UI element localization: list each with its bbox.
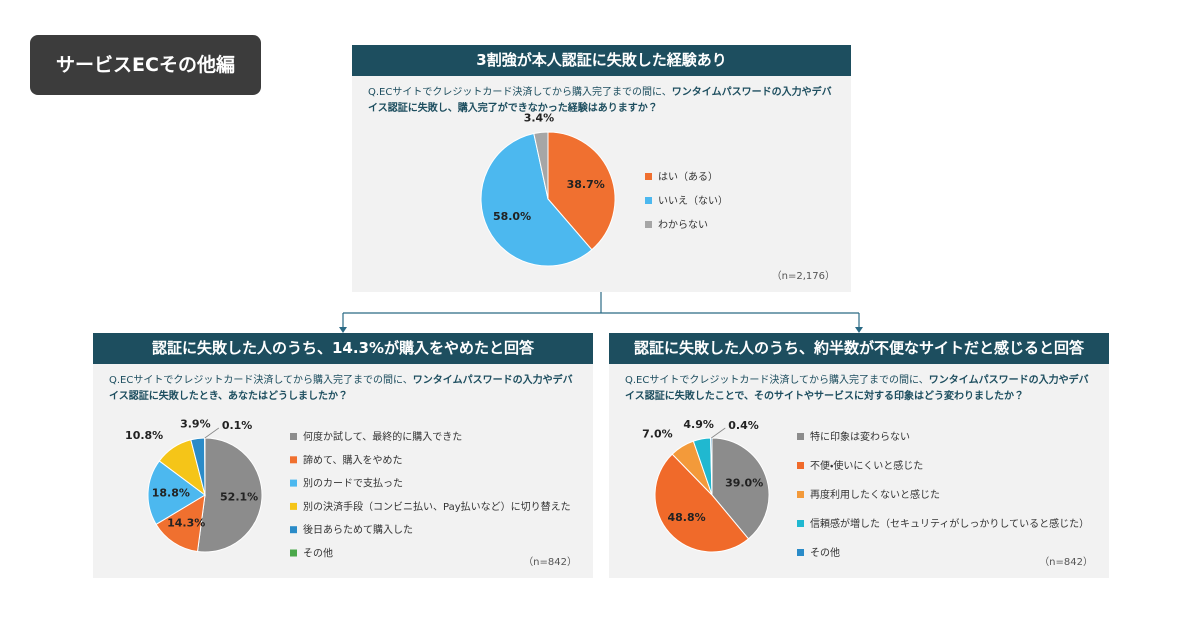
legend-label: 何度か試して、最終的に購入できた <box>303 430 462 443</box>
value-label: 3.4% <box>524 111 555 124</box>
legend-swatch <box>290 433 297 440</box>
legend-swatch <box>797 462 804 469</box>
legend-swatch <box>290 456 297 464</box>
badge: サービスECその他編 <box>30 35 261 95</box>
legend-swatch <box>797 433 804 440</box>
pie-slice <box>711 437 770 540</box>
value-label: 58.0% <box>493 210 531 223</box>
legend-swatch <box>797 491 804 498</box>
connector <box>339 292 863 333</box>
legend-swatch <box>290 549 297 557</box>
pie-slice <box>533 131 549 200</box>
pie-slice <box>547 131 616 251</box>
sample-size: （n=842） <box>1039 557 1093 568</box>
pie-chart: 52.1% 何度か試して、最終的に購入できた 14.3% 諦めて、購入をやめた 18.8… <box>125 418 571 560</box>
value-label: 4.9% <box>683 418 714 431</box>
value-label: 39.0% <box>725 476 763 489</box>
leader-line <box>711 427 726 439</box>
pie-slice <box>196 437 263 553</box>
legend-swatch <box>290 526 297 534</box>
panel-title: 認証に失敗した人のうち、約半数が不便なサイトだと感じると回答 <box>609 333 1109 364</box>
legend-label: 後日あらためて購入した <box>303 523 413 536</box>
value-label: 38.7% <box>567 178 605 191</box>
question-emphasis: ワンタイムパスワードの入力やデバイス認証に失敗し、購入完了ができなかった経験はあ… <box>368 87 832 114</box>
legend-swatch <box>645 173 652 180</box>
panel: 39.0% 特に印象は変わらない 48.8% 不便・使いにくいと感じた 7.0% 再度利用… <box>609 333 1109 578</box>
legend-swatch <box>645 197 652 204</box>
legend-swatch <box>290 502 297 510</box>
legend-swatch <box>797 549 804 556</box>
legend-swatch <box>797 520 804 527</box>
panel: 52.1% 何度か試して、最終的に購入できた 14.3% 諦めて、購入をやめた 18.8… <box>93 333 593 578</box>
legend-label: 諦めて、購入をやめた <box>303 453 403 466</box>
question-text: Q.ECサイトでクレジットカード決済してから購入完了までの間に、 <box>368 87 672 98</box>
sample-size: （n=2,176） <box>771 271 835 282</box>
pie-slice <box>147 460 206 526</box>
legend-label: 別のカードで支払った <box>303 477 403 490</box>
pie-chart: 38.7% はい（ある） 58.0% いいえ（ない） 3.4% わからない <box>480 111 728 267</box>
legend-label: 信頼感が増した（セキュリティがしっかりしていると感じた） <box>810 517 1089 530</box>
legend-label: 別の決済手段（コンビニ払い、Pay払いなど）に切り替えた <box>303 500 571 513</box>
question: Q.ECサイトでクレジットカード決済してから購入完了までの間に、ワンタイムパスワ… <box>625 373 1093 405</box>
value-label: 48.8% <box>667 511 705 524</box>
legend-label: 不便・使いにくいと感じた <box>810 459 923 472</box>
value-label: 18.8% <box>152 486 190 499</box>
panel: 38.7% はい（ある） 58.0% いいえ（ない） 3.4% わからない 3割強が本人認… <box>352 45 851 292</box>
value-label: 0.1% <box>222 419 253 432</box>
question-text: Q.ECサイトでクレジットカード決済してから購入完了までの間に、 <box>109 375 413 386</box>
legend-swatch <box>290 479 297 487</box>
question-text: Q.ECサイトでクレジットカード決済してから購入完了までの間に、 <box>625 375 929 386</box>
leader-line <box>204 427 220 439</box>
value-label: 10.8% <box>125 429 163 442</box>
legend-label: 再度利用したくないと感じた <box>810 488 940 501</box>
legend-label: はい（ある） <box>658 171 718 183</box>
legend-swatch <box>645 221 652 228</box>
question-emphasis: ワンタイムパスワードの入力やデバイス認証に失敗したことで、そのサイトやサービスに… <box>625 375 1089 402</box>
value-label: 0.4% <box>728 419 759 432</box>
value-label: 7.0% <box>642 428 673 441</box>
value-label: 14.3% <box>167 517 205 530</box>
legend-label: 特に印象は変わらない <box>810 430 910 443</box>
pie-slice <box>654 453 750 553</box>
legend-label: その他 <box>810 546 840 559</box>
panel-title: 3割強が本人認証に失敗した経験あり <box>352 45 851 76</box>
sample-size: （n=842） <box>523 557 577 568</box>
panel-title: 認証に失敗した人のうち、14.3%が購入をやめたと回答 <box>93 333 593 364</box>
legend-label: その他 <box>303 547 333 560</box>
value-label: 3.9% <box>180 418 211 431</box>
value-label: 52.1% <box>220 490 258 503</box>
legend-label: いいえ（ない） <box>658 195 728 207</box>
pie-slice <box>480 132 593 267</box>
question: Q.ECサイトでクレジットカード決済してから購入完了までの間に、ワンタイムパスワ… <box>368 85 835 117</box>
pie-slice <box>710 437 713 496</box>
question: Q.ECサイトでクレジットカード決済してから購入完了までの間に、ワンタイムパスワ… <box>109 373 577 405</box>
pie-chart: 39.0% 特に印象は変わらない 48.8% 不便・使いにくいと感じた 7.0% 再度利用… <box>642 418 1089 559</box>
legend-label: わからない <box>658 219 708 231</box>
pie-slice <box>155 494 206 553</box>
question-emphasis: ワンタイムパスワードの入力やデバイス認証に失敗したとき、あなたはどうしましたか？ <box>109 375 573 402</box>
